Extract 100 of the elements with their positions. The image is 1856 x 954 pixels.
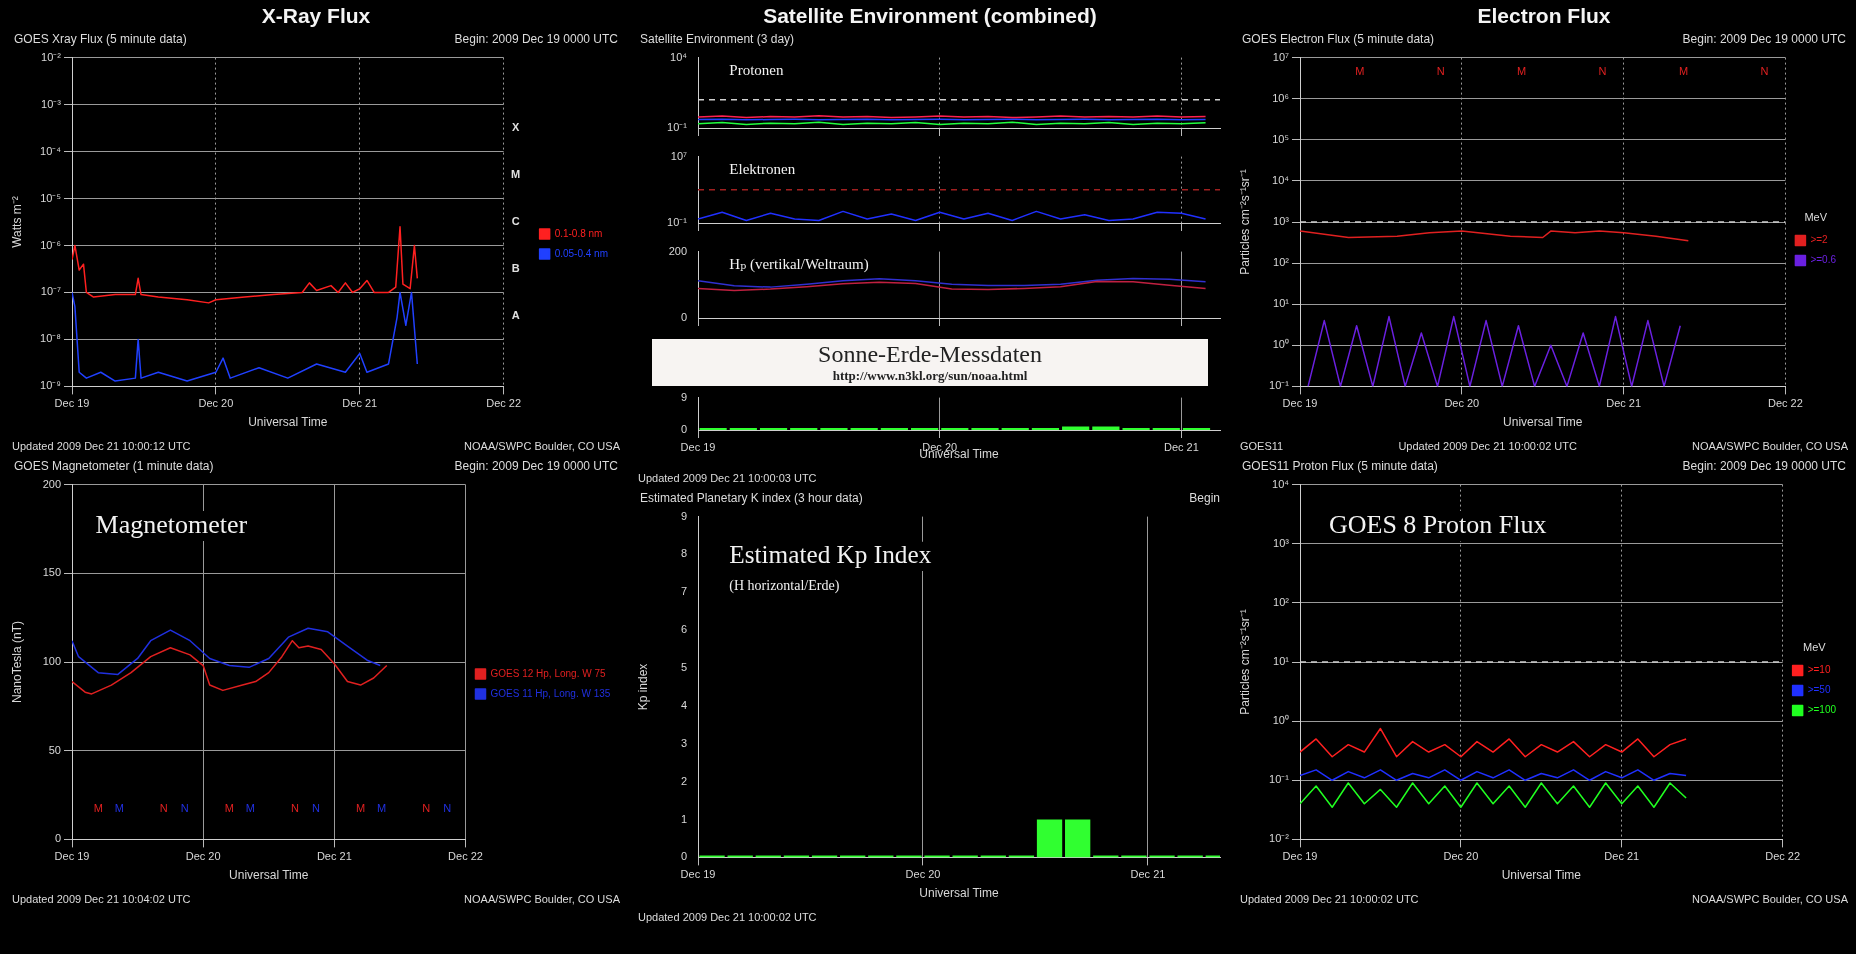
chart-subtitle: GOES Magnetometer (1 minute data) <box>14 459 214 475</box>
y-tick-label: 10⁻¹ <box>1269 379 1290 392</box>
y-tick-label: 10² <box>1273 595 1290 608</box>
annotation: N <box>159 802 168 815</box>
y-tick-label: 10⁷ <box>670 149 688 162</box>
y-tick-label: 50 <box>48 743 61 756</box>
y-tick-label: 100 <box>42 655 61 668</box>
x-tick-label: Dec 19 <box>54 397 90 410</box>
text: Updated 2009 Dec 21 10:00:02 UTC <box>1240 893 1419 907</box>
legend-label: 0.1-0.8 nm <box>554 227 603 239</box>
annotation: M <box>114 802 124 815</box>
y-tick-label: 10⁵ <box>1272 132 1289 145</box>
annotation: Hₚ (vertikal/Weltraum) <box>729 256 869 274</box>
y-tick-label: 2 <box>680 774 687 787</box>
y-tick-label: 5 <box>680 661 687 674</box>
chart-subtitle: GOES Xray Flux (5 minute data) <box>14 32 187 48</box>
annotation: N <box>1598 64 1607 77</box>
x-tick-label: Dec 21 <box>316 850 352 863</box>
x-tick-label: Dec 22 <box>486 397 522 410</box>
chart-subtitle: Estimated Planetary K index (3 hour data) <box>640 491 863 507</box>
y-tick-label: 10⁴ <box>1272 173 1290 186</box>
y-tick-label: 9 <box>680 509 687 522</box>
y-tick-label: 9 <box>680 390 687 403</box>
annotation: N <box>1760 64 1769 77</box>
y-tick-label: 0 <box>680 423 687 436</box>
x-tick-label: Dec 19 <box>680 868 716 881</box>
text: Updated 2009 Dec 21 10:00:02 UTC <box>638 911 817 925</box>
y-tick-label: 200 <box>668 244 687 257</box>
legend-label: >=0.6 <box>1810 254 1837 266</box>
text: NOAA/SWPC Boulder, CO USA <box>464 893 620 907</box>
y-tick-label: 10⁻⁷ <box>40 285 62 298</box>
text: Begin: 2009 Dec 19 0000 UTC <box>454 32 618 48</box>
x-axis-title: Universal Time <box>1501 868 1582 883</box>
legend-label: GOES 11 Hp, Long. W 135 <box>490 687 611 699</box>
x-tick-label: Dec 22 <box>1765 850 1801 863</box>
y-tick-label: 1 <box>680 812 687 825</box>
y-tick-label: 10⁻³ <box>41 97 62 110</box>
y-tick-label: 10¹ <box>1273 297 1290 310</box>
annotation: Estimated Kp Index <box>729 540 932 569</box>
x-tick-label: Dec 19 <box>54 850 90 863</box>
text: Updated 2009 Dec 21 10:00:03 UTC <box>638 472 817 486</box>
legend-label: GOES 12 Hp, Long. W 75 <box>490 667 606 679</box>
text: M <box>511 168 521 181</box>
x-tick-label: Dec 20 <box>198 397 234 410</box>
x-axis-title: Universal Time <box>1503 415 1583 430</box>
text: Updated 2009 Dec 21 10:00:12 UTC <box>12 440 191 454</box>
y-axis-title: Particles cm⁻²s⁻¹sr⁻¹ <box>1237 609 1252 715</box>
x-tick-label: Dec 20 <box>905 868 941 881</box>
text: A <box>511 308 520 321</box>
chart-title: X-Ray Flux <box>260 4 372 29</box>
x-tick-label: Dec 19 <box>1282 850 1318 863</box>
annotation: M <box>1517 64 1527 77</box>
y-tick-label: 10¹ <box>1273 655 1290 668</box>
text: NOAA/SWPC Boulder, CO USA <box>1692 893 1848 907</box>
y-tick-label: 6 <box>680 623 687 636</box>
y-tick-label: 150 <box>42 566 61 579</box>
chart-subtitle: GOES11 Proton Flux (5 minute data) <box>1242 459 1438 475</box>
text: Begin: 2009 Dec 19 0000 UTC <box>1682 459 1846 475</box>
y-axis-title: Watts m⁻² <box>9 196 24 248</box>
x-tick-label: Dec 22 <box>1767 397 1803 410</box>
text: Begin <box>1189 491 1220 507</box>
y-tick-label: 10⁻⁶ <box>40 238 61 251</box>
x-tick-label: Dec 22 <box>448 850 483 863</box>
y-tick-label: 10⁴ <box>1272 477 1290 490</box>
text: Updated 2009 Dec 21 10:04:02 UTC <box>12 893 191 907</box>
y-tick-label: 3 <box>680 736 687 749</box>
x-axis-title: Universal Time <box>919 886 999 901</box>
text: GOES11 <box>1240 440 1284 454</box>
annotation: (H horizontal/Erde) <box>729 577 840 594</box>
x-tick-label: Dec 20 <box>185 850 221 863</box>
x-tick-label: Dec 21 <box>1606 397 1642 410</box>
annotation: GOES 8 Proton Flux <box>1328 509 1547 539</box>
annotation: M <box>376 802 387 815</box>
annotation: Elektronen <box>729 161 796 178</box>
x-tick-label: Dec 19 <box>1282 397 1318 410</box>
text: Updated 2009 Dec 21 10:00:02 UTC <box>1398 440 1577 454</box>
annotation: Magnetometer <box>95 509 248 539</box>
text: B <box>511 262 520 274</box>
y-axis-title: Particles cm⁻²s⁻¹sr⁻¹ <box>1237 169 1252 275</box>
legend-label: >=10 <box>1807 664 1831 676</box>
annotation: M <box>245 802 255 815</box>
y-tick-label: 10⁶ <box>1272 91 1289 104</box>
chart-subtitle: GOES Electron Flux (5 minute data) <box>1242 32 1435 48</box>
annotation: M <box>355 802 366 815</box>
chart-subtitle: http://www.n3kl.org/sun/noaa.html <box>831 368 1029 384</box>
y-tick-label: 10² <box>1273 256 1290 269</box>
annotation: N <box>180 802 189 815</box>
annotation: N <box>311 802 320 815</box>
annotation: N <box>291 802 300 815</box>
annotation: M <box>93 802 103 815</box>
annotation: N <box>1436 64 1445 77</box>
text: NOAA/SWPC Boulder, CO USA <box>464 440 620 454</box>
y-tick-label: 10⁻² <box>41 50 62 63</box>
y-tick-label: 10⁻¹ <box>667 121 688 134</box>
y-tick-label: 0 <box>680 311 687 324</box>
x-tick-label: Dec 20 <box>1443 850 1479 863</box>
annotation: M <box>224 802 234 815</box>
x-tick-label: Dec 19 <box>680 440 716 453</box>
y-tick-label: 10⁰ <box>1272 338 1289 351</box>
legend-title: MeV <box>1804 210 1828 223</box>
